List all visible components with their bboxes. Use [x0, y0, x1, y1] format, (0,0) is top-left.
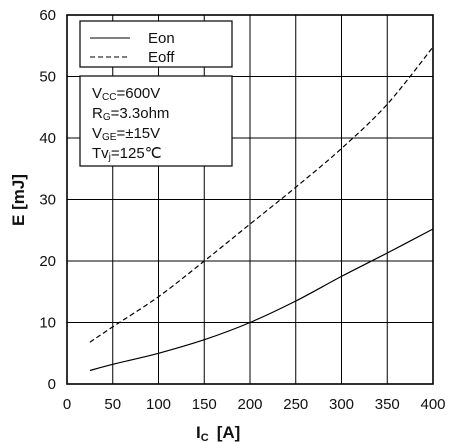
- x-tick-labels: 0 50 100 150 200 250 300 350 400: [63, 396, 446, 413]
- x-tick-label: 200: [237, 396, 262, 413]
- y-tick-label: 60: [39, 7, 56, 24]
- conditions-box: VCC=600V RG=3.3ohm VGE=±15V Tvj=125℃: [79, 75, 233, 167]
- x-tick-label: 250: [283, 396, 308, 413]
- x-tick-label: 400: [420, 396, 445, 413]
- conditions-frame: [79, 75, 233, 167]
- x-tick-label: 350: [375, 396, 400, 413]
- x-tick-label: 100: [146, 396, 171, 413]
- x-tick-label: 50: [104, 396, 121, 413]
- series-line-eon: [89, 228, 434, 372]
- legend: Eon Eoff: [79, 20, 233, 68]
- x-tick-label: 0: [63, 396, 71, 413]
- condition-tvj: Tvj=125℃: [92, 145, 162, 163]
- x-tick-label: 150: [192, 396, 217, 413]
- series-line-eoff: [89, 46, 434, 343]
- y-tick-label: 40: [39, 130, 56, 147]
- legend-eoff-label: Eoff: [148, 49, 175, 66]
- condition-rg: RG=3.3ohm: [92, 105, 169, 123]
- x-axis-title: IC [A]: [196, 423, 240, 443]
- legend-eon-label: Eon: [148, 30, 175, 47]
- y-axis-title: E [mJ]: [9, 174, 28, 226]
- y-tick-label: 50: [39, 69, 56, 86]
- plot-frame: [66, 14, 434, 385]
- y-tick-label: 0: [48, 376, 56, 393]
- x-tick-label: 300: [329, 396, 354, 413]
- condition-vge: VGE=±15V: [92, 125, 160, 143]
- plot-border: [66, 14, 434, 385]
- y-tick-label: 30: [39, 192, 56, 209]
- y-tick-labels: 0 10 20 30 40 50 60: [39, 7, 56, 393]
- condition-vcc: VCC=600V: [92, 85, 160, 103]
- y-tick-label: 20: [39, 253, 56, 270]
- series-layer: [89, 46, 434, 372]
- y-tick-label: 10: [39, 315, 56, 332]
- grid: [66, 14, 434, 385]
- legend-box: [79, 20, 233, 68]
